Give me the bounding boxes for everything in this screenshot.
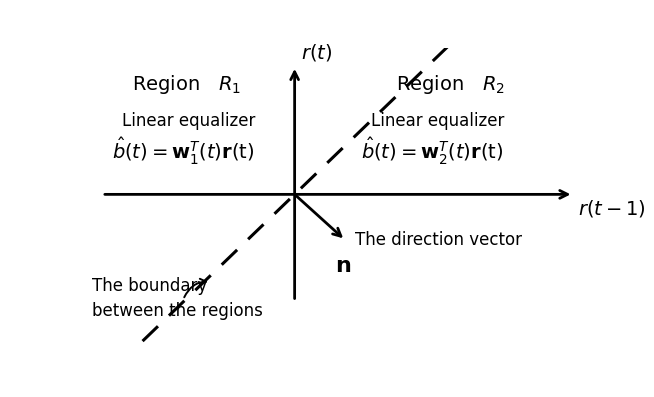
Text: $\mathbf{n}$: $\mathbf{n}$ bbox=[335, 256, 351, 276]
Text: $r(t)$: $r(t)$ bbox=[301, 42, 332, 63]
Text: Region   $R_1$: Region $R_1$ bbox=[132, 73, 241, 96]
Text: Linear equalizer: Linear equalizer bbox=[371, 112, 504, 130]
Text: Region   $R_2$: Region $R_2$ bbox=[396, 73, 505, 96]
Text: between the regions: between the regions bbox=[92, 302, 263, 320]
Text: The direction vector: The direction vector bbox=[356, 231, 523, 249]
Text: $\hat{b}(t) = \mathbf{w}_2^T(t)\mathbf{r}(\mathrm{t})$: $\hat{b}(t) = \mathbf{w}_2^T(t)\mathbf{r… bbox=[360, 136, 503, 167]
Text: $r(t-1)$: $r(t-1)$ bbox=[578, 198, 646, 219]
Text: Linear equalizer: Linear equalizer bbox=[122, 112, 256, 130]
Text: $\hat{b}(t) = \mathbf{w}_1^T(t)\mathbf{r}(\mathrm{t})$: $\hat{b}(t) = \mathbf{w}_1^T(t)\mathbf{r… bbox=[112, 136, 254, 167]
Text: The boundary: The boundary bbox=[92, 277, 207, 295]
